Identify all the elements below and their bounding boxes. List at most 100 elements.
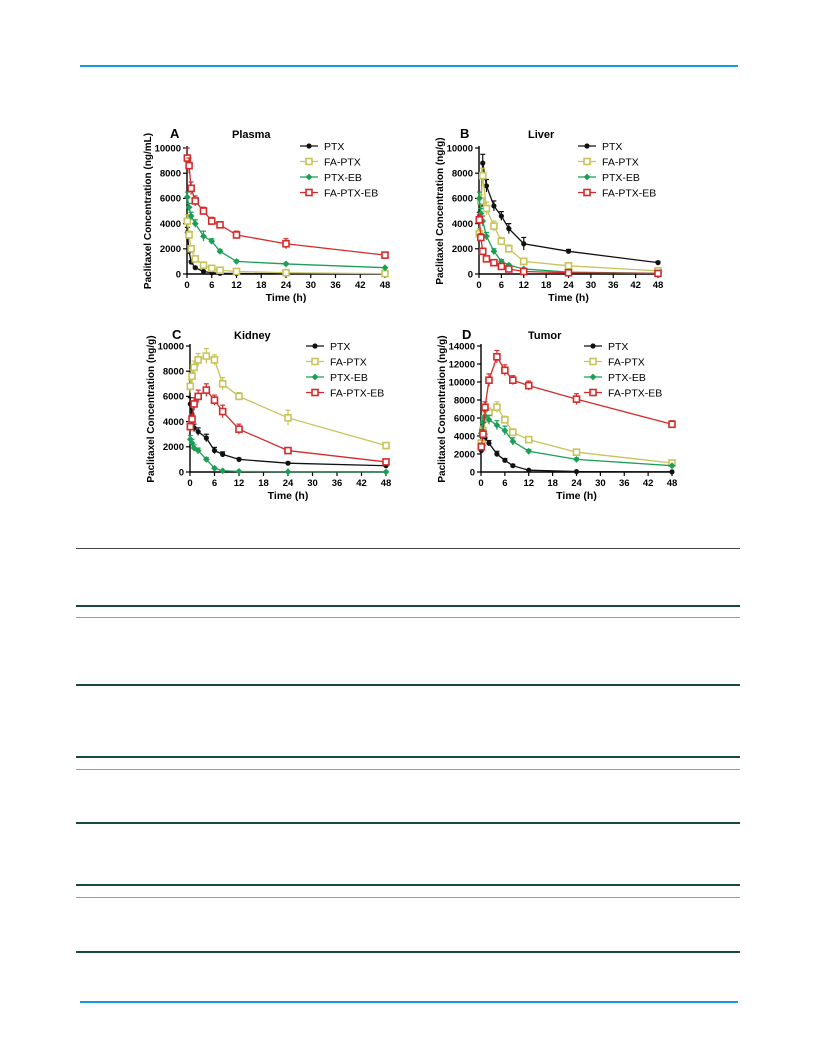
data-point: [490, 247, 498, 255]
y-tick-label: 2000: [452, 244, 473, 255]
series-line: [478, 175, 659, 272]
data-point: [479, 419, 487, 426]
data-point: [235, 467, 243, 475]
data-point: [218, 407, 227, 416]
series-fa-ptx-eb: [186, 383, 390, 466]
data-point: [186, 382, 195, 391]
legend-marker: [311, 388, 319, 397]
data-point: [505, 265, 513, 273]
x-tick-label: 42: [630, 280, 641, 291]
chart-panel-c: 0 2000 4000 6000 8000 10000 0 6 12 18 24 30 36 42 48 Ti…: [146, 327, 391, 502]
panel-letter: D: [462, 327, 471, 342]
series-fa-ptx: [183, 214, 389, 278]
data-point: [202, 386, 211, 394]
legend-marker: [583, 173, 591, 181]
data-point: [282, 260, 290, 268]
legend-label: FA-PTX-EB: [324, 187, 378, 199]
data-point: [485, 376, 493, 385]
data-point: [501, 427, 509, 434]
legend-label: PTX: [330, 341, 350, 353]
legend-marker: [311, 357, 319, 366]
data-point: [194, 447, 202, 454]
y-tick-label: 8000: [454, 395, 475, 406]
data-point: [187, 212, 195, 220]
data-point: [382, 468, 390, 476]
series-line: [189, 438, 387, 473]
data-point: [669, 469, 675, 475]
data-point: [483, 183, 490, 189]
legend-marker: [305, 157, 313, 166]
series-ptx-eb: [183, 191, 389, 272]
data-point: [524, 381, 533, 390]
data-point: [191, 197, 200, 205]
data-point: [506, 226, 512, 232]
chart-panel-d: 0 2000 4000 6000 8000 10000 12000 14000 0 6 12 18 24…: [437, 327, 677, 502]
data-point: [564, 262, 573, 270]
data-point: [200, 268, 207, 275]
x-tick-label: 48: [653, 280, 664, 291]
data-point: [190, 400, 198, 408]
x-axis-title: Time (h): [556, 490, 597, 502]
x-tick-label: 12: [518, 280, 529, 291]
x-tick-label: 0: [478, 478, 483, 489]
x-tick-label: 42: [356, 478, 367, 489]
data-point: [218, 379, 227, 388]
table-rule: [76, 684, 740, 686]
data-point: [185, 161, 193, 170]
data-point: [526, 467, 532, 473]
data-point: [282, 239, 290, 248]
data-point: [572, 395, 581, 403]
header-rule: [80, 65, 738, 67]
legend-marker: [589, 357, 597, 366]
data-point: [190, 363, 198, 372]
series-line: [186, 157, 386, 256]
data-point: [381, 264, 389, 272]
data-point: [207, 217, 216, 225]
x-tick-label: 36: [619, 478, 630, 489]
data-point: [208, 237, 216, 245]
legend-marker: [305, 188, 313, 197]
panel-title: Tumor: [528, 330, 562, 342]
table-rule: [76, 548, 740, 549]
data-point: [483, 232, 490, 240]
data-point: [654, 269, 662, 278]
legend-label: FA-PTX: [602, 156, 639, 168]
series-line: [189, 355, 387, 447]
data-point: [509, 438, 517, 445]
series-ptx: [187, 397, 389, 469]
data-point: [186, 422, 195, 431]
data-point: [491, 203, 497, 209]
y-tick-label: 6000: [454, 413, 475, 424]
y-tick-label: 0: [470, 467, 475, 478]
legend-marker: [583, 188, 591, 197]
legend: PTX FA-PTX PTX-EB FA-PTX-EB: [584, 341, 662, 399]
x-tick-label: 30: [586, 280, 597, 291]
data-point: [232, 231, 241, 239]
y-tick-label: 8000: [160, 169, 181, 180]
x-tick-label: 6: [502, 478, 507, 489]
chart-panel-a: 0 2000 4000 6000 8000 10000 0 6 12 18 24 30 36 42 48 Ti…: [143, 126, 390, 304]
data-point: [219, 467, 227, 475]
data-point: [381, 251, 389, 259]
data-point: [525, 447, 533, 455]
data-point: [478, 171, 487, 180]
data-point: [187, 245, 195, 253]
x-tick-label: 24: [283, 478, 294, 489]
y-tick-label: 14000: [449, 341, 475, 352]
legend-label: PTX-EB: [324, 172, 362, 184]
x-tick-label: 18: [258, 478, 269, 489]
data-point: [195, 429, 201, 435]
data-point: [519, 267, 528, 276]
chart-panel-b: 0 2000 4000 6000 8000 10000 0 6 12 18 24 30 36 42 48 Ti…: [435, 126, 663, 304]
y-tick-label: 4000: [452, 219, 473, 230]
data-point: [475, 195, 483, 202]
panel-title: Plasma: [232, 129, 271, 141]
y-tick-label: 6000: [160, 194, 181, 205]
data-point: [200, 232, 207, 240]
data-point: [183, 217, 192, 225]
x-tick-label: 6: [209, 280, 214, 291]
data-point: [502, 457, 508, 463]
data-point: [216, 247, 224, 255]
table-rule: [76, 756, 740, 758]
y-tick-label: 10000: [158, 341, 184, 352]
